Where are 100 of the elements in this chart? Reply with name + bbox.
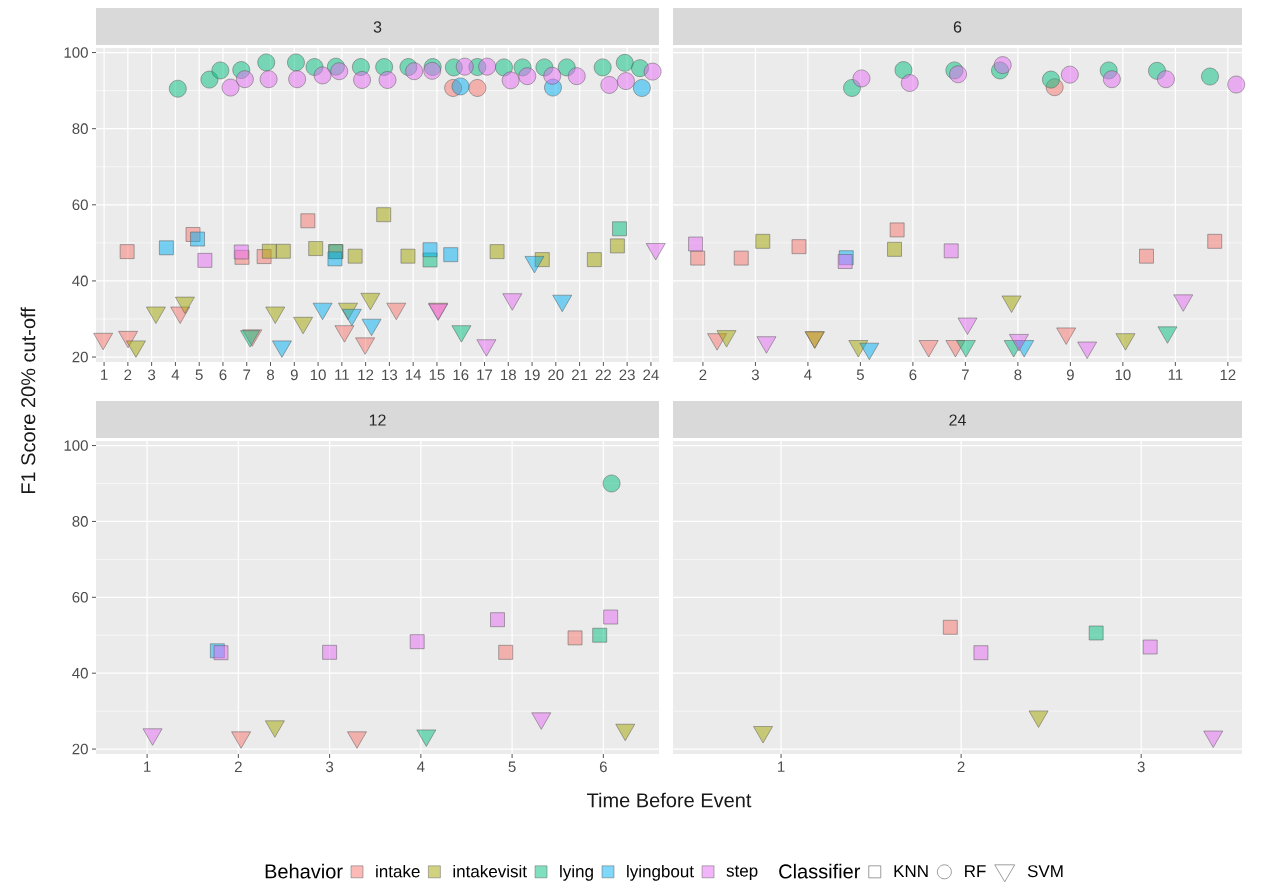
legend-label: step — [726, 865, 758, 881]
point — [502, 293, 523, 311]
point — [265, 306, 286, 324]
y-tick-label: 20 — [72, 743, 88, 755]
x-tick-label: 9 — [290, 369, 298, 381]
point — [159, 240, 174, 256]
point — [334, 325, 355, 343]
point — [1061, 65, 1079, 84]
point — [1088, 625, 1104, 641]
point — [169, 79, 187, 98]
x-tick-label: 7 — [961, 369, 969, 380]
chart-title: 24 — [949, 414, 966, 426]
point — [993, 56, 1012, 74]
x-tick-label: 11 — [335, 369, 349, 380]
x-tick-label: 3 — [751, 369, 759, 381]
point — [943, 243, 959, 259]
point — [262, 243, 277, 259]
point — [894, 61, 913, 79]
point — [600, 76, 619, 94]
y-tick-label: 40 — [72, 667, 88, 679]
point — [918, 340, 939, 358]
point — [612, 221, 627, 237]
x-tick-label: 22 — [595, 369, 611, 380]
y-tick-label: 60 — [72, 199, 88, 211]
point — [416, 729, 437, 747]
point — [423, 62, 441, 80]
point — [552, 294, 573, 312]
x-tick-label: 12 — [358, 369, 374, 380]
point — [1077, 341, 1097, 359]
x-tick-label: 8 — [267, 369, 275, 381]
point — [631, 59, 649, 77]
point — [276, 243, 291, 259]
point — [313, 66, 332, 85]
point — [495, 58, 513, 77]
y-tick-label: 100 — [64, 47, 88, 58]
point — [1173, 294, 1194, 312]
point — [1009, 334, 1029, 352]
point — [257, 53, 275, 72]
point — [293, 317, 313, 335]
point — [221, 78, 240, 97]
point — [524, 256, 545, 274]
y-tick-label: 20 — [72, 351, 88, 363]
point — [142, 728, 163, 746]
point — [443, 247, 458, 262]
point — [1103, 70, 1121, 88]
point — [518, 67, 537, 85]
point — [175, 296, 195, 314]
chart-title: 12 — [369, 414, 386, 426]
point — [755, 234, 771, 249]
point — [1139, 248, 1154, 264]
y-tick-label: 80 — [72, 516, 88, 527]
y-tick-label: 40 — [72, 275, 88, 287]
point — [1207, 234, 1222, 249]
x-tick-label: 4 — [417, 761, 425, 772]
point — [126, 340, 146, 358]
y-tick-label: 60 — [72, 591, 88, 603]
point — [568, 67, 586, 85]
x-tick-label: 3 — [1137, 761, 1145, 773]
x-tick-label: 18 — [501, 369, 516, 381]
point — [957, 317, 978, 335]
point — [234, 244, 249, 260]
chart-title: 3 — [373, 21, 382, 33]
point — [688, 236, 703, 252]
point — [753, 726, 773, 744]
text: SVM — [1027, 865, 1063, 878]
point — [498, 645, 513, 660]
point — [615, 723, 636, 741]
point — [1157, 326, 1178, 344]
point — [943, 620, 958, 635]
point — [190, 231, 205, 247]
point — [791, 239, 807, 254]
point — [456, 57, 474, 76]
point — [716, 330, 737, 348]
point — [308, 241, 323, 256]
point — [347, 248, 363, 264]
x-tick-label: 15 — [429, 369, 445, 380]
x-tick-label: 11 — [1168, 369, 1183, 380]
x-tick-label: 20 — [548, 369, 564, 381]
x-tick-label: 6 — [599, 761, 607, 773]
x-tick-label: 16 — [453, 369, 469, 381]
point — [587, 252, 602, 267]
x-tick-label: 5 — [508, 761, 516, 772]
x-tick-label: 3 — [325, 761, 334, 773]
x-tick-label: 8 — [1014, 369, 1022, 381]
legend-label: lying — [560, 864, 593, 881]
point — [231, 731, 251, 749]
point — [170, 306, 190, 324]
point — [1115, 333, 1136, 351]
point — [531, 712, 552, 730]
x-tick-label: 2 — [124, 369, 132, 380]
point — [837, 254, 853, 269]
point — [593, 58, 612, 77]
point — [567, 630, 583, 646]
point — [93, 333, 113, 351]
point — [405, 62, 423, 80]
y-tick-label: 80 — [72, 123, 88, 134]
point — [376, 207, 391, 222]
point — [146, 306, 166, 324]
point — [422, 242, 438, 257]
point — [322, 645, 337, 660]
